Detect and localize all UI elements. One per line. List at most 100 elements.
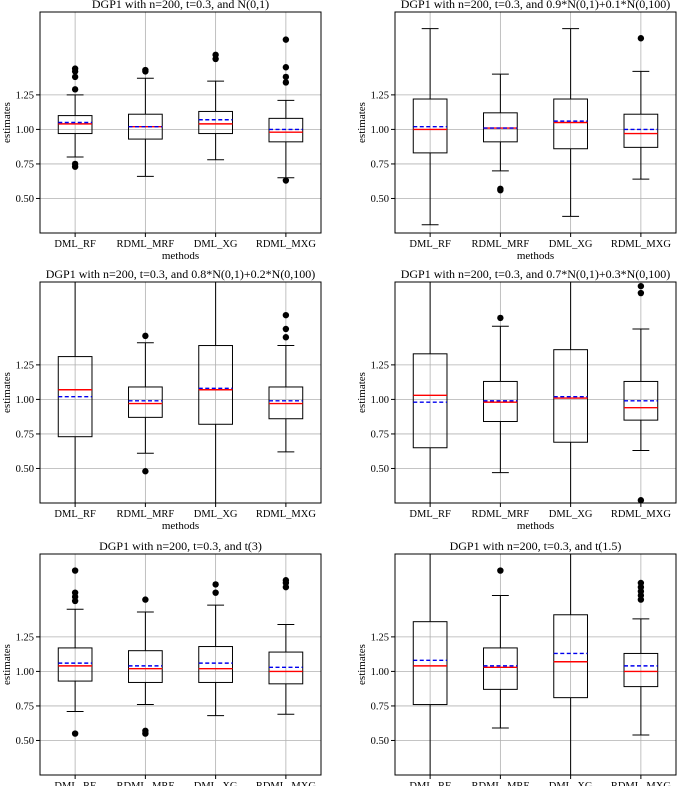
x-tick-label: RDML_MRF: [116, 781, 174, 786]
plot-frame: [394, 281, 677, 504]
x-tick-label: DML_XG: [549, 781, 593, 786]
y-tick-label: 1.00: [371, 395, 389, 406]
y-tick-label: 0.75: [371, 701, 389, 712]
outlier-point: [637, 579, 645, 587]
plot-frame: [394, 11, 677, 234]
box-RDML_MRF: [128, 66, 163, 177]
outlier-point: [637, 35, 645, 42]
box-RDML_MRF: [128, 332, 163, 475]
x-tick-label: RDML_MRF: [471, 239, 529, 250]
outlier-point: [142, 332, 149, 340]
x-axis-label: methods: [517, 520, 554, 532]
subplot-title: DGP1 with n=200, t=0.3, and t(1.5): [450, 539, 622, 553]
x-tick-label: RDML_MXG: [256, 509, 317, 520]
x-tick-label: DML_XG: [549, 239, 593, 250]
y-tick-label: 0.50: [371, 464, 389, 475]
outlier-point: [497, 314, 504, 322]
outlier-point: [71, 86, 79, 93]
box-DML_XG: [198, 581, 233, 717]
box-DML_RF: [57, 65, 93, 170]
outlier-point: [212, 581, 219, 588]
subplot-2: 0.50 0.75 1.00 1.25 DML_RF RDML_MRF DML_XG RDML…: [356, 0, 677, 262]
box-RDML_MXG: [623, 282, 659, 504]
outlier-point: [71, 160, 79, 168]
subplot-1: 0.50 0.75 1.00 1.25 DML_RF RDML_MRF DML_XG RDML…: [1, 0, 322, 262]
box-DML_RF: [412, 28, 448, 226]
box-DML_XG: [553, 554, 588, 775]
outlier-point: [497, 567, 504, 574]
outlier-point: [212, 51, 219, 59]
subplot-3: 0.50 0.75 1.00 1.25 DML_RF RDML_MRF DML_XG RDML…: [1, 267, 322, 532]
x-tick-label: DML_XG: [194, 781, 238, 786]
y-tick-label: 0.50: [371, 194, 389, 205]
outlier-point: [142, 727, 149, 734]
y-tick-label: 1.25: [16, 360, 34, 371]
x-tick-label: RDML_MRF: [471, 509, 529, 520]
y-tick-label: 0.75: [16, 429, 34, 440]
subplot-title: DGP1 with n=200, t=0.3, and 0.7*N(0,1)+0…: [401, 267, 671, 281]
box-DML_RF: [57, 282, 93, 503]
x-tick-label: DML_RF: [409, 509, 451, 520]
subplot-4: 0.50 0.75 1.00 1.25 DML_RF RDML_MRF DML_XG RDML…: [356, 267, 677, 532]
box-DML_RF: [412, 282, 448, 503]
plot-frame: [39, 553, 322, 776]
outlier-point: [637, 497, 645, 504]
outlier-point: [637, 289, 645, 297]
y-tick-label: 1.00: [16, 667, 34, 678]
y-tick-label: 1.25: [371, 360, 389, 371]
subplot-5: 0.50 0.75 1.00 1.25 DML_RF RDML_MRF DML_XG RDML…: [1, 539, 322, 786]
outlier-point: [142, 468, 149, 475]
outlier-point: [282, 311, 290, 319]
box-DML_XG: [553, 282, 588, 503]
y-tick-label: 0.50: [16, 194, 34, 205]
box-RDML_MXG: [623, 579, 659, 736]
y-tick-label: 0.75: [371, 429, 389, 440]
x-tick-label: RDML_MRF: [116, 509, 174, 520]
outlier-point: [282, 64, 290, 71]
box-DML_XG: [198, 282, 233, 503]
y-tick-label: 0.50: [371, 736, 389, 747]
iqr-box: [553, 98, 588, 150]
x-tick-label: RDML_MXG: [256, 781, 317, 786]
x-tick-label: RDML_MRF: [471, 781, 529, 786]
iqr-box: [553, 614, 588, 699]
box-DML_RF: [57, 567, 93, 737]
outlier-point: [71, 730, 79, 737]
x-tick-label: RDML_MRF: [116, 239, 174, 250]
y-tick-label: 0.75: [16, 701, 34, 712]
y-axis-label: estimates: [356, 644, 368, 685]
outlier-point: [71, 567, 79, 574]
subplot-title: DGP1 with n=200, t=0.3, and t(3): [99, 539, 262, 553]
outlier-point: [71, 65, 79, 72]
y-axis-label: estimates: [356, 372, 368, 413]
subplot-title: DGP1 with n=200, t=0.3, and 0.8*N(0,1)+0…: [46, 267, 316, 281]
y-tick-label: 1.25: [371, 632, 389, 643]
y-axis-label: estimates: [1, 644, 13, 685]
x-tick-label: RDML_MXG: [611, 781, 672, 786]
subplot-title: DGP1 with n=200, t=0.3, and 0.9*N(0,1)+0…: [401, 0, 671, 11]
plot-frame: [39, 11, 322, 234]
box-DML_RF: [412, 554, 448, 775]
x-tick-label: DML_RF: [54, 239, 96, 250]
y-tick-label: 0.50: [16, 736, 34, 747]
outlier-point: [282, 577, 290, 584]
y-tick-label: 1.25: [371, 90, 389, 101]
y-tick-label: 1.25: [16, 632, 34, 643]
iqr-box: [483, 647, 518, 690]
y-tick-label: 1.00: [371, 667, 389, 678]
y-tick-label: 1.00: [16, 395, 34, 406]
iqr-box: [57, 647, 93, 682]
outlier-point: [142, 66, 149, 74]
iqr-box: [623, 652, 659, 688]
y-tick-label: 1.00: [371, 125, 389, 136]
y-tick-label: 0.50: [16, 464, 34, 475]
y-axis-label: estimates: [356, 102, 368, 143]
y-tick-label: 0.75: [371, 159, 389, 170]
outlier-point: [71, 73, 79, 81]
box-RDML_MRF: [483, 567, 518, 729]
x-tick-label: DML_XG: [194, 239, 238, 250]
x-axis-label: methods: [517, 250, 554, 262]
box-RDML_MXG: [268, 577, 304, 715]
x-tick-label: DML_RF: [54, 509, 96, 520]
